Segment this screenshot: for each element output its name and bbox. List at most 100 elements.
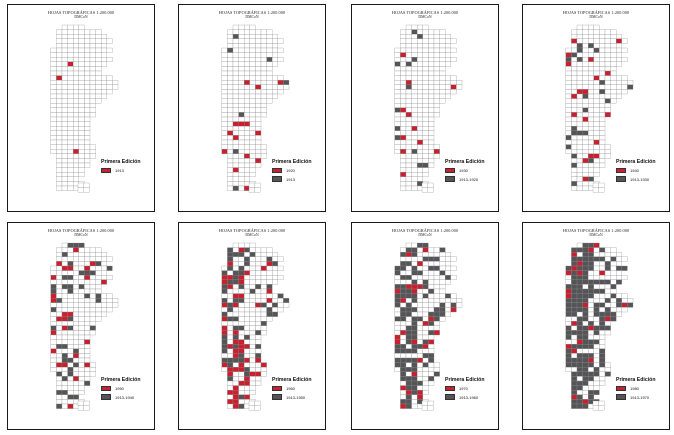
- map-sheet: [411, 158, 418, 164]
- map-sheet: [238, 385, 245, 391]
- map-sheet: [417, 376, 423, 382]
- map-sheet: [266, 61, 273, 67]
- map-sheet: [50, 144, 57, 150]
- map-sheet-previous: [405, 385, 412, 391]
- map-sheet-previous: [582, 261, 589, 267]
- map-sheet: [610, 302, 617, 308]
- map-sheet: [84, 61, 91, 67]
- map-sheet: [272, 61, 278, 67]
- map-sheet: [61, 176, 68, 182]
- panel-subtitle: DMCoN: [589, 15, 603, 19]
- map-sheet: [73, 380, 79, 386]
- map-sheet: [67, 334, 74, 340]
- map-sheet: [249, 144, 256, 150]
- map-sheet: [260, 298, 267, 303]
- map-sheet: [445, 80, 451, 85]
- map-sheet: [428, 307, 435, 313]
- map-sheet: [266, 270, 273, 276]
- map-sheet: [67, 38, 74, 44]
- map-sheet: [221, 57, 228, 62]
- map-sheet: [50, 321, 57, 326]
- map-sheet: [593, 61, 600, 67]
- map-sheet: [227, 325, 234, 331]
- map-sheet-previous: [588, 376, 594, 382]
- map-sheet: [428, 57, 435, 62]
- map-sheet-previous: [593, 390, 600, 395]
- map-sheet: [565, 84, 572, 90]
- map-sheet: [101, 307, 107, 313]
- map-sheet: [238, 321, 245, 326]
- map-sheet-previous: [232, 325, 239, 331]
- map-sheet-previous: [405, 399, 412, 405]
- map-sheet: [221, 367, 228, 372]
- panel-title: HOJAS TOPOGRÁFICAS 1:200.000: [47, 228, 115, 233]
- map-sheet: [50, 130, 57, 136]
- map-sheet: [599, 57, 606, 62]
- map-sheet: [89, 311, 96, 317]
- map-sheet-previous: [582, 357, 589, 363]
- map-sheet: [576, 162, 583, 168]
- map-sheet: [405, 172, 412, 177]
- map-sheet: [73, 172, 79, 177]
- map-sheet: [400, 302, 407, 308]
- map-sheet: [604, 38, 611, 44]
- map-sheet: [78, 325, 85, 331]
- map-sheet: [84, 256, 91, 262]
- legend-swatch-new: [101, 385, 111, 392]
- map-sheet: [576, 75, 583, 81]
- map-sheet-previous: [445, 293, 451, 299]
- map-sheet-previous: [238, 265, 245, 271]
- map-sheet: [67, 399, 74, 405]
- map-sheet: [95, 38, 102, 44]
- map-sheet: [445, 279, 451, 285]
- map-sheet-previous: [238, 284, 245, 290]
- map-sheet: [56, 66, 63, 72]
- map-sheet: [599, 84, 606, 90]
- map-sheet: [598, 187, 605, 193]
- map-sheet-previous: [422, 162, 429, 168]
- map-sheet: [433, 61, 440, 67]
- map-sheet: [78, 344, 85, 349]
- map-sheet-new: [417, 139, 423, 145]
- map-sheet: [73, 116, 79, 122]
- map-sheet-previous: [565, 357, 572, 363]
- map-sheet: [61, 380, 68, 386]
- map-sheet: [565, 98, 572, 104]
- map-sheet: [232, 242, 239, 248]
- map-sheet: [106, 293, 113, 299]
- map-sheet: [221, 321, 228, 326]
- map-sheet-new: [450, 84, 457, 90]
- map-sheet: [238, 107, 245, 113]
- map-sheet: [400, 103, 407, 108]
- map-sheet: [621, 75, 628, 81]
- map-sheet: [67, 330, 74, 336]
- map-sheet: [78, 247, 85, 253]
- map-sheet: [272, 256, 278, 262]
- map-sheet: [106, 275, 113, 280]
- map-sheet-new: [400, 52, 407, 58]
- map-sheet-new: [571, 93, 578, 99]
- map-sheet: [394, 139, 401, 145]
- map-sheet-previous: [571, 385, 578, 391]
- map-sheet: [244, 353, 250, 359]
- map-sheet: [394, 66, 401, 72]
- map-sheet: [61, 279, 68, 285]
- map-sheet: [405, 265, 412, 271]
- map-sheet-previous: [50, 325, 57, 331]
- sheet-index-map: [565, 242, 634, 411]
- map-sheet-previous: [394, 61, 401, 67]
- map-sheet: [428, 334, 435, 340]
- map-sheet: [67, 176, 74, 182]
- map-sheet-new: [394, 339, 401, 345]
- map-sheet: [227, 34, 234, 39]
- map-sheet: [89, 75, 96, 81]
- map-sheet: [238, 43, 245, 49]
- map-sheet: [445, 298, 451, 303]
- sheet-grid: [565, 24, 634, 191]
- map-sheet-previous: [588, 394, 594, 400]
- map-sheet: [571, 116, 578, 122]
- map-sheet: [78, 89, 85, 95]
- map-sheet: [95, 84, 102, 90]
- map-sheet: [422, 144, 429, 150]
- map-sheet-new: [232, 367, 239, 372]
